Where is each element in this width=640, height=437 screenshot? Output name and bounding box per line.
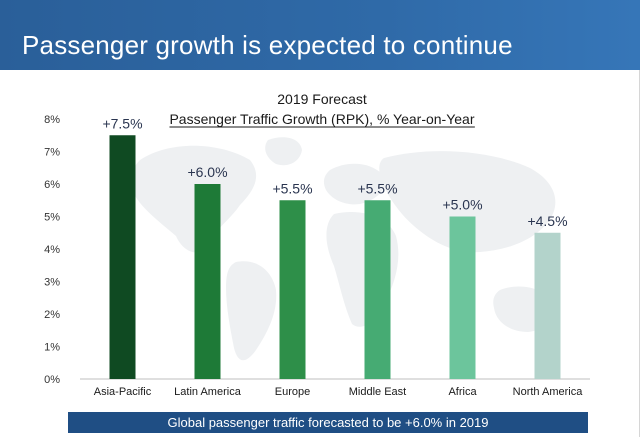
bar [109,135,136,379]
x-tick-label: Latin America [174,386,242,398]
bar [534,232,561,379]
slide-title: Passenger growth is expected to continue [22,30,513,60]
bar [364,200,391,379]
x-tick-label: Africa [448,386,477,398]
bar [194,184,221,379]
x-tick-label: Middle East [349,386,406,398]
y-tick-label: 6% [44,179,60,191]
y-tick-label: 2% [44,309,60,321]
x-tick-label: Asia-Pacific [94,386,152,398]
y-tick-label: 4% [44,244,60,256]
chart-title: 2019 Forecast [277,91,367,107]
y-tick-label: 5% [44,212,60,224]
chart-subtitle: Passenger Traffic Growth (RPK), % Year-o… [169,111,474,127]
x-tick-label: Europe [275,386,310,398]
y-tick-label: 8% [44,114,60,126]
footer-banner: Global passenger traffic forecasted to b… [68,412,588,433]
title-banner: Passenger growth is expected to continue [0,0,640,70]
bar-value-label: +4.5% [527,213,567,229]
y-tick-label: 0% [44,374,60,386]
bar [449,216,476,379]
y-tick-label: 1% [44,342,60,354]
bar-value-label: +5.5% [272,180,312,196]
bar [279,200,306,379]
bar-value-label: +5.5% [357,180,397,196]
bar-value-label: +5.0% [442,197,482,213]
bar-value-label: +7.5% [102,115,142,131]
y-tick-label: 7% [44,147,60,159]
bar-value-label: +6.0% [187,164,227,180]
y-tick-label: 3% [44,277,60,289]
x-tick-label: North America [513,386,584,398]
